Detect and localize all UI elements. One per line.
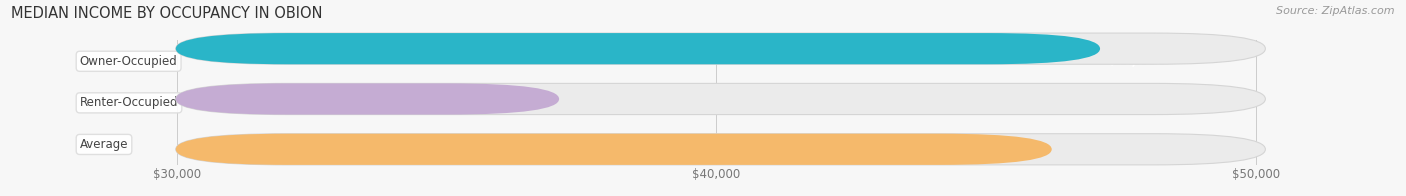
Text: $35,972: $35,972: [520, 96, 569, 109]
Text: $48,631: $48,631: [1107, 55, 1160, 68]
Text: MEDIAN INCOME BY OCCUPANCY IN OBION: MEDIAN INCOME BY OCCUPANCY IN OBION: [11, 6, 323, 21]
Text: Owner-Occupied: Owner-Occupied: [80, 55, 177, 68]
Text: $47,500: $47,500: [1046, 138, 1099, 151]
Text: Average: Average: [80, 138, 128, 151]
Text: Renter-Occupied: Renter-Occupied: [80, 96, 179, 109]
Text: Source: ZipAtlas.com: Source: ZipAtlas.com: [1277, 6, 1395, 16]
